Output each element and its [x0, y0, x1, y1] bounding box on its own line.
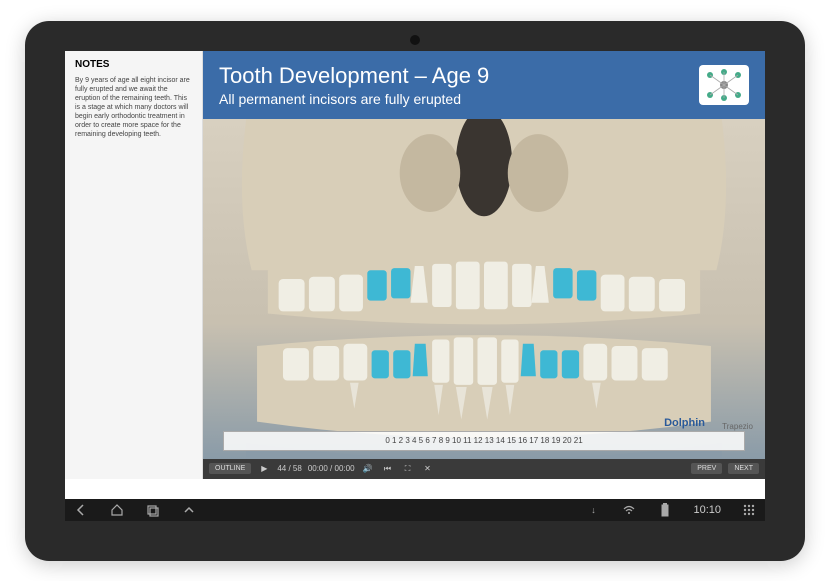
time-display: 00:00 / 00:00: [308, 464, 355, 473]
tablet-camera: [410, 35, 420, 45]
timeline-ticks: 0 1 2 3 4 5 6 7 8 9 10 11 12 13 14 15 16…: [385, 436, 582, 445]
teeth-diagram: [203, 119, 765, 459]
battery-icon: [657, 502, 673, 518]
volume-icon[interactable]: 🔊: [361, 462, 375, 476]
notes-body: By 9 years of age all eight incisor are …: [75, 76, 192, 140]
next-button[interactable]: NEXT: [728, 463, 759, 474]
download-icon[interactable]: ↓: [585, 502, 601, 518]
screen: NOTES By 9 years of age all eight inciso…: [65, 51, 765, 521]
recent-icon[interactable]: [145, 502, 161, 518]
play-icon[interactable]: ▶: [257, 462, 271, 476]
slide-header: Tooth Development – Age 9 All permanent …: [203, 51, 765, 119]
timeline-bar[interactable]: 0 1 2 3 4 5 6 7 8 9 10 11 12 13 14 15 16…: [223, 431, 745, 451]
menu-up-icon[interactable]: [181, 502, 197, 518]
player-controls: OUTLINE ▶ 44 / 58 00:00 / 00:00 🔊 ⏮ ⛶ ✕ …: [203, 459, 765, 479]
app-content: NOTES By 9 years of age all eight inciso…: [65, 51, 765, 479]
notes-heading: NOTES: [75, 59, 192, 70]
rewind-icon[interactable]: ⏮: [381, 462, 395, 476]
dolphin-logo: Dolphin: [664, 417, 705, 429]
fullscreen-icon[interactable]: ⛶: [401, 462, 415, 476]
slide-subtitle: All permanent incisors are fully erupted: [219, 91, 699, 107]
slide-counter: 44 / 58: [277, 464, 301, 473]
slide-title: Tooth Development – Age 9: [219, 63, 699, 89]
wifi-icon: [621, 502, 637, 518]
android-nav-bar: ↓ 10:10: [65, 499, 765, 521]
prev-button[interactable]: PREV: [691, 463, 722, 474]
home-icon[interactable]: [109, 502, 125, 518]
clock: 10:10: [693, 504, 721, 516]
back-icon[interactable]: [73, 502, 89, 518]
notes-panel: NOTES By 9 years of age all eight inciso…: [65, 51, 203, 479]
close-icon[interactable]: ✕: [421, 462, 435, 476]
tablet-frame: NOTES By 9 years of age all eight inciso…: [25, 21, 805, 561]
slide-body: 0 1 2 3 4 5 6 7 8 9 10 11 12 13 14 15 16…: [203, 119, 765, 459]
apps-icon[interactable]: [741, 502, 757, 518]
outline-button[interactable]: OUTLINE: [209, 463, 251, 474]
trapezio-logo: Trapezio: [722, 422, 753, 431]
slide-area: Tooth Development – Age 9 All permanent …: [203, 51, 765, 479]
network-icon: [699, 65, 749, 105]
